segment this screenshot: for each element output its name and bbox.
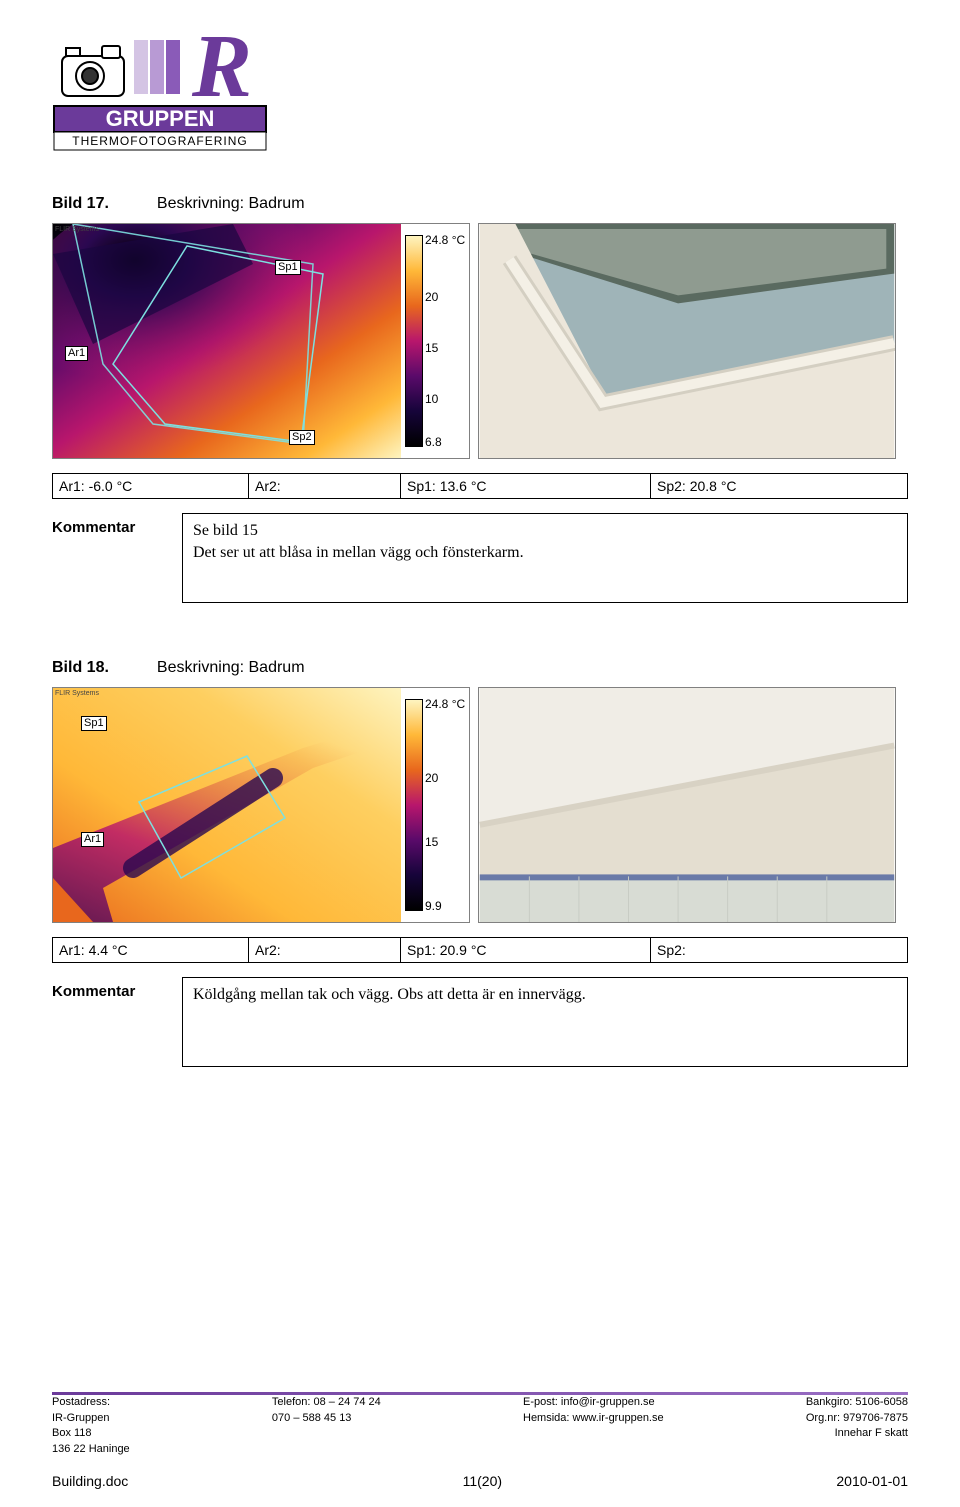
bild18-label: Bild 18. bbox=[52, 659, 109, 677]
ar1-marker: Ar1 bbox=[65, 346, 88, 361]
scale-tick: 15 bbox=[425, 341, 438, 355]
footer-email: E-post: info@ir-gruppen.se bbox=[523, 1395, 664, 1410]
footer-col4: Bankgiro: 5106-6058 Org.nr: 979706-7875 … bbox=[806, 1395, 908, 1457]
bild18-beskrivning: Beskrivning: Badrum bbox=[157, 659, 305, 677]
scale-tick: 20 bbox=[425, 290, 438, 304]
photo18 bbox=[478, 687, 896, 923]
footer-col3: E-post: info@ir-gruppen.se Hemsida: www.… bbox=[523, 1395, 664, 1457]
footer-city: 136 22 Haninge bbox=[52, 1442, 130, 1457]
bottom-filename: Building.doc bbox=[52, 1473, 128, 1489]
bottom-pageno: 11(20) bbox=[463, 1473, 502, 1489]
svg-text:GRUPPEN: GRUPPEN bbox=[106, 106, 215, 131]
footer-org: Org.nr: 979706-7875 bbox=[806, 1411, 908, 1426]
scale17: 24.8 °C 6.8 20 15 10 bbox=[401, 224, 469, 458]
ar1-marker-2: Ar1 bbox=[81, 832, 104, 847]
meas18-sp1: Sp1: 20.9 °C bbox=[401, 938, 651, 962]
sp1-marker: Sp1 bbox=[275, 260, 301, 275]
scale17-bottom: 6.8 bbox=[425, 435, 442, 449]
thermal18-container: FLIR Systems Sp1 Ar1 24.8 °C 9.9 20 15 bbox=[52, 687, 470, 923]
footer-col1: Postadress: IR-Gruppen Box 118 136 22 Ha… bbox=[52, 1395, 130, 1457]
footer-tel1: Telefon: 08 – 24 74 24 bbox=[272, 1395, 381, 1410]
flir-label-2: FLIR Systems bbox=[55, 690, 99, 697]
comment17-box: Se bild 15 Det ser ut att blåsa in mella… bbox=[182, 513, 908, 603]
scale18-top: 24.8 °C bbox=[425, 697, 465, 711]
bild17-label: Bild 17. bbox=[52, 195, 109, 213]
section1-header: Bild 17. Beskrivning: Badrum bbox=[52, 195, 908, 213]
footer-box: Box 118 bbox=[52, 1426, 130, 1441]
scale17-top: 24.8 °C bbox=[425, 233, 465, 247]
comment17-l2: Det ser ut att blåsa in mellan vägg och … bbox=[193, 542, 897, 564]
meas17-ar2: Ar2: bbox=[249, 474, 401, 498]
comment18-box: Köldgång mellan tak och vägg. Obs att de… bbox=[182, 977, 908, 1067]
meas18-row: Ar1: 4.4 °C Ar2: Sp1: 20.9 °C Sp2: bbox=[52, 937, 908, 963]
photo17 bbox=[478, 223, 896, 459]
section2-header: Bild 18. Beskrivning: Badrum bbox=[52, 659, 908, 677]
scale18-bottom: 9.9 bbox=[425, 899, 442, 913]
scale-tick: 10 bbox=[425, 392, 438, 406]
bild17-beskrivning: Beskrivning: Badrum bbox=[157, 195, 305, 213]
meas18-sp2: Sp2: bbox=[651, 938, 907, 962]
footer-col2: Telefon: 08 – 24 74 24 070 – 588 45 13 bbox=[272, 1395, 381, 1457]
thermal17-image: FLIR Systems Sp1 Sp2 Ar1 bbox=[53, 224, 401, 458]
comment17-label: Kommentar bbox=[52, 513, 162, 603]
svg-text:THERMOFOTOGRAFERING: THERMOFOTOGRAFERING bbox=[72, 134, 247, 148]
footer-tel2: 070 – 588 45 13 bbox=[272, 1411, 381, 1426]
sp2-marker: Sp2 bbox=[289, 430, 315, 445]
svg-text:R: R bbox=[191, 24, 252, 116]
comment18-l1: Köldgång mellan tak och vägg. Obs att de… bbox=[193, 984, 897, 1006]
bottom-date: 2010-01-01 bbox=[836, 1473, 908, 1489]
meas18-ar2: Ar2: bbox=[249, 938, 401, 962]
meas18-ar1: Ar1: 4.4 °C bbox=[53, 938, 249, 962]
meas17-ar1: Ar1: -6.0 °C bbox=[53, 474, 249, 498]
footer-fskatt: Innehar F skatt bbox=[806, 1426, 908, 1441]
footer-bank: Bankgiro: 5106-6058 bbox=[806, 1395, 908, 1410]
comment18-label: Kommentar bbox=[52, 977, 162, 1067]
flir-label: FLIR Systems bbox=[55, 226, 99, 233]
meas17-sp1: Sp1: 13.6 °C bbox=[401, 474, 651, 498]
meas17-sp2: Sp2: 20.8 °C bbox=[651, 474, 907, 498]
scale-tick: 20 bbox=[425, 771, 438, 785]
company-logo: R GRUPPEN THERMOFOTOGRAFERING bbox=[52, 24, 268, 152]
scale18: 24.8 °C 9.9 20 15 bbox=[401, 688, 469, 922]
thermal17-container: FLIR Systems Sp1 Sp2 Ar1 24.8 °C 6.8 20 1… bbox=[52, 223, 470, 459]
scale-tick: 15 bbox=[425, 835, 438, 849]
footer: Postadress: IR-Gruppen Box 118 136 22 Ha… bbox=[52, 1395, 908, 1457]
sp1-marker-2: Sp1 bbox=[81, 716, 107, 731]
meas17-row: Ar1: -6.0 °C Ar2: Sp1: 13.6 °C Sp2: 20.8… bbox=[52, 473, 908, 499]
footer-company: IR-Gruppen bbox=[52, 1411, 130, 1426]
comment17-l1: Se bild 15 bbox=[193, 520, 897, 542]
thermal18-image: FLIR Systems Sp1 Ar1 bbox=[53, 688, 401, 922]
footer-web: Hemsida: www.ir-gruppen.se bbox=[523, 1411, 664, 1426]
bottom-line: Building.doc 11(20) 2010-01-01 bbox=[52, 1473, 908, 1489]
footer-postadress: Postadress: bbox=[52, 1395, 130, 1410]
